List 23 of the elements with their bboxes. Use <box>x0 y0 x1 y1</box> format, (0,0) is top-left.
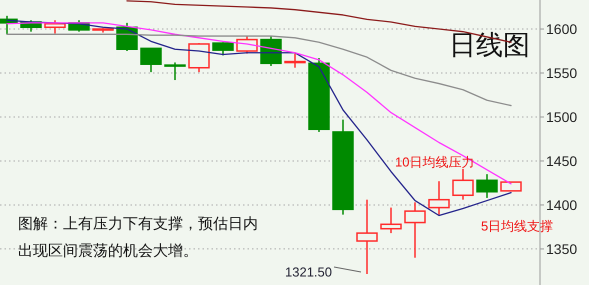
y-tick-label: 1500 <box>546 108 578 125</box>
annotation: 10日均线压力 <box>395 154 474 170</box>
candlestick <box>452 168 474 200</box>
y-tick-label: 1350 <box>546 240 578 257</box>
annotation: 1321.50 <box>285 264 332 280</box>
candlestick <box>212 41 234 56</box>
annotation: 图解：上有压力下有支撑，预估日内 <box>18 216 258 232</box>
y-tick-label: 1600 <box>546 21 578 38</box>
candlestick <box>140 48 162 73</box>
text: 日线图 <box>449 30 530 60</box>
y-tick-label: 1550 <box>546 65 578 82</box>
candlestick <box>164 62 186 81</box>
candlestick <box>428 180 450 216</box>
y-tick-label: 1400 <box>546 196 578 213</box>
candlestick <box>404 202 426 258</box>
candlestick <box>284 52 306 68</box>
annotation: 出现区间震荡的机会大增。 <box>18 242 198 260</box>
y-tick-label: 1450 <box>546 152 578 169</box>
candlestick <box>380 206 402 234</box>
candlestick <box>356 198 378 275</box>
annotation: 5日均线支撑 <box>481 218 554 234</box>
candlestick <box>188 42 210 73</box>
candlestick <box>476 173 498 199</box>
